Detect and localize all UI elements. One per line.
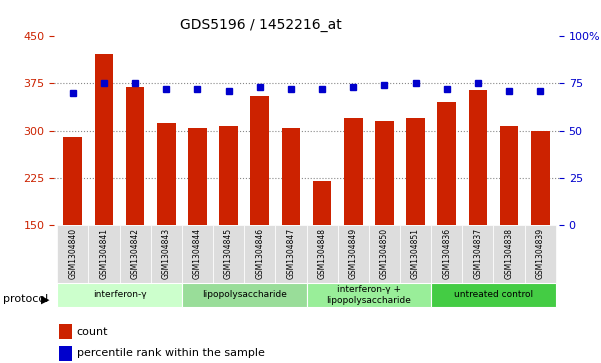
Text: percentile rank within the sample: percentile rank within the sample [77,348,264,358]
Text: ▶: ▶ [41,294,49,305]
Text: count: count [77,327,108,337]
FancyBboxPatch shape [462,225,493,283]
Bar [531,131,549,225]
FancyBboxPatch shape [493,225,525,283]
Bar [375,121,394,225]
Text: GSM1304849: GSM1304849 [349,228,358,279]
Text: GDS5196 / 1452216_at: GDS5196 / 1452216_at [180,18,342,32]
Bar [282,127,300,225]
Bar [438,102,456,225]
Bar [59,324,72,339]
Text: GSM1304845: GSM1304845 [224,228,233,279]
Bar [157,122,175,225]
FancyBboxPatch shape [307,283,431,307]
Text: GSM1304837: GSM1304837 [474,228,483,279]
Text: GSM1304846: GSM1304846 [255,228,264,279]
Bar [344,118,362,225]
Bar [469,90,487,225]
Text: GSM1304848: GSM1304848 [317,228,326,279]
FancyBboxPatch shape [431,283,556,307]
Text: GSM1304840: GSM1304840 [69,228,78,279]
FancyBboxPatch shape [213,225,244,283]
Text: untreated control: untreated control [454,290,533,299]
FancyBboxPatch shape [120,225,151,283]
FancyBboxPatch shape [525,225,556,283]
FancyBboxPatch shape [244,225,275,283]
FancyBboxPatch shape [275,225,307,283]
FancyBboxPatch shape [400,225,431,283]
FancyBboxPatch shape [88,225,120,283]
Text: GSM1304843: GSM1304843 [162,228,171,279]
Text: GSM1304851: GSM1304851 [411,228,420,279]
FancyBboxPatch shape [431,225,462,283]
Bar [64,137,82,225]
FancyBboxPatch shape [338,225,369,283]
Text: GSM1304841: GSM1304841 [99,228,108,279]
Text: interferon-γ: interferon-γ [93,290,147,299]
FancyBboxPatch shape [182,225,213,283]
FancyBboxPatch shape [369,225,400,283]
Bar [219,126,238,225]
Text: GSM1304842: GSM1304842 [130,228,139,279]
FancyBboxPatch shape [151,225,182,283]
FancyBboxPatch shape [57,283,182,307]
Bar [406,118,425,225]
Text: GSM1304838: GSM1304838 [505,228,514,279]
Text: GSM1304839: GSM1304839 [535,228,545,279]
FancyBboxPatch shape [182,283,307,307]
Text: GSM1304844: GSM1304844 [193,228,202,279]
FancyBboxPatch shape [57,225,88,283]
Bar [59,346,72,361]
Text: GSM1304836: GSM1304836 [442,228,451,279]
Text: protocol: protocol [3,294,48,305]
Text: GSM1304847: GSM1304847 [287,228,296,279]
Bar [126,87,144,225]
FancyBboxPatch shape [307,225,338,283]
Bar [313,181,331,225]
Bar [188,127,207,225]
Bar [499,126,519,225]
Bar [251,96,269,225]
Text: lipopolysaccharide: lipopolysaccharide [202,290,287,299]
Text: interferon-γ +
lipopolysaccharide: interferon-γ + lipopolysaccharide [326,285,411,305]
Text: GSM1304850: GSM1304850 [380,228,389,279]
Bar [94,54,114,225]
